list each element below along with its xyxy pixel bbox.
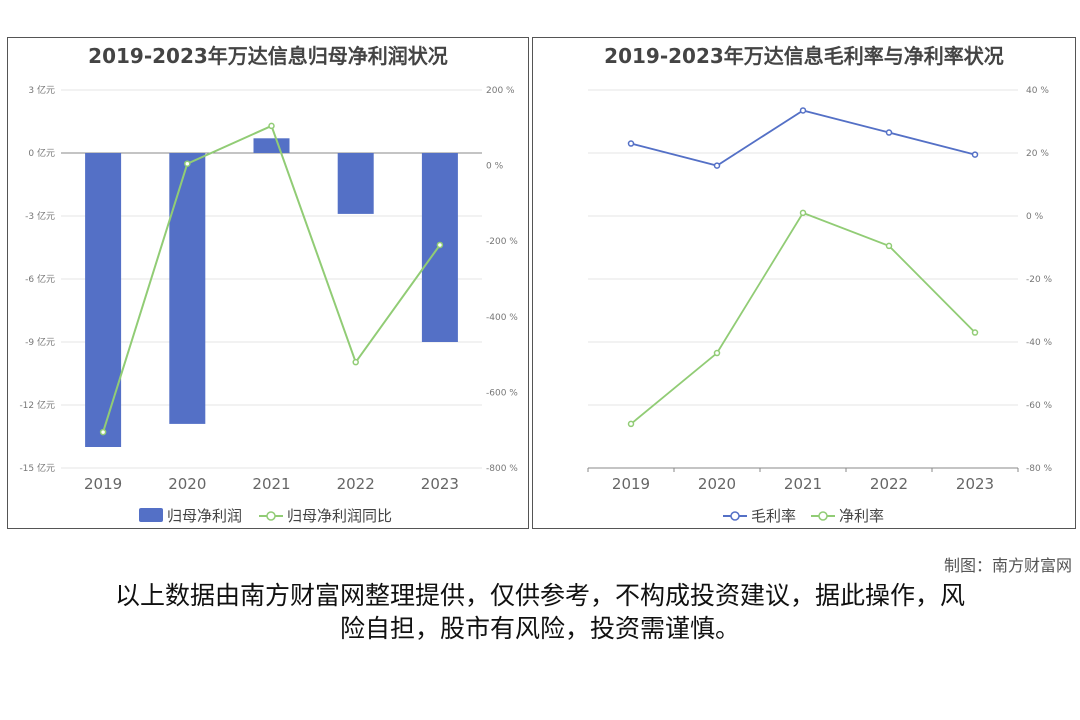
data-point — [713, 349, 721, 357]
right-tick-label: 20 % — [1026, 149, 1049, 159]
left-tick-label: 0 亿元 — [28, 147, 55, 159]
right-tick-label: -40 % — [1026, 338, 1053, 348]
right-tick-label: 40 % — [1026, 86, 1049, 96]
legend-label: 归母净利润 — [167, 507, 242, 525]
legend-marker — [266, 511, 276, 521]
left-tick-label: -3 亿元 — [25, 210, 55, 222]
bar — [253, 138, 290, 153]
data-point — [799, 107, 807, 114]
bar — [337, 153, 374, 214]
data-point — [971, 151, 979, 158]
right-tick-label: -400 % — [486, 313, 518, 323]
disclaimer-line: 以上数据由南方财富网整理提供，仅供参考，不构成投资建议，据此操作，风 — [114, 581, 965, 610]
data-point — [352, 358, 359, 366]
data-point — [799, 209, 807, 217]
right-tick-label: 0 % — [1026, 212, 1044, 222]
data-point — [713, 162, 721, 169]
bar — [169, 153, 206, 424]
data-point — [885, 242, 893, 250]
x-tick-label: 2021 — [252, 475, 290, 493]
data-point — [184, 160, 191, 167]
disclaimer: 以上数据由南方财富网整理提供，仅供参考，不构成投资建议，据此操作，风 险自担，股… — [60, 579, 1020, 645]
x-tick-label: 2022 — [337, 475, 375, 493]
right-tick-label: -600 % — [486, 388, 518, 398]
data-point — [627, 140, 635, 147]
series-line — [630, 211, 976, 425]
data-point — [627, 420, 635, 428]
data-point — [971, 329, 979, 336]
legend-label: 归母净利润同比 — [287, 507, 392, 525]
x-tick-label: 2020 — [698, 475, 736, 493]
left-tick-label: -9 亿元 — [25, 336, 55, 348]
x-tick-label: 2022 — [870, 475, 908, 493]
legend-label: 净利率 — [839, 507, 884, 525]
right-tick-label: -60 % — [1026, 401, 1053, 411]
disclaimer-line: 险自担，股市有风险，投资需谨慎。 — [339, 614, 740, 643]
chart-title: 2019-2023年万达信息归母净利润状况 — [88, 44, 448, 68]
left-tick-label: -6 亿元 — [25, 273, 55, 285]
legend-label: 毛利率 — [751, 507, 796, 525]
margin-chart-panel: 2019-2023年万达信息毛利率与净利率状况 40 % 20 % 0 % -20 %… — [532, 37, 1076, 529]
right-tick-label: -20 % — [1026, 275, 1053, 285]
net-profit-chart-panel: 2019-2023年万达信息归母净利润状况 3 亿元 0 亿元 -3 亿元 -6 亿元… — [7, 37, 529, 529]
right-tick-label: -800 % — [486, 464, 518, 474]
legend-marker — [818, 511, 828, 521]
x-tick-label: 2023 — [956, 475, 994, 493]
net-profit-chart: 3 亿元 0 亿元 -3 亿元 -6 亿元 -9 亿元 -12 亿元 -15 亿元 200 %… — [19, 84, 518, 525]
right-tick-label: 0 % — [486, 162, 504, 172]
x-tick-label: 2020 — [168, 475, 206, 493]
series-line — [630, 109, 976, 167]
x-tick-label: 2019 — [84, 475, 122, 493]
data-point — [268, 122, 275, 130]
chart-title: 2019-2023年万达信息毛利率与净利率状况 — [604, 44, 1004, 68]
right-tick-label: -200 % — [486, 237, 518, 247]
legend-swatch — [139, 508, 163, 522]
x-tick-label: 2019 — [612, 475, 650, 493]
margin-chart: 40 % 20 % 0 % -20 % -40 % -60 % -80 % 2019 2020 2… — [587, 86, 1053, 525]
data-point — [885, 129, 893, 136]
legend-marker — [730, 511, 740, 521]
right-tick-label: 200 % — [486, 86, 515, 96]
left-tick-label: 3 亿元 — [28, 84, 55, 96]
right-tick-label: -80 % — [1026, 464, 1053, 474]
x-tick-label: 2021 — [784, 475, 822, 493]
chart-credit: 制图：南方财富网 — [943, 556, 1072, 575]
x-tick-label: 2023 — [421, 475, 459, 493]
bar — [85, 153, 122, 447]
data-point — [436, 241, 444, 249]
data-point — [99, 428, 107, 436]
left-tick-label: -15 亿元 — [19, 462, 55, 474]
left-tick-label: -12 亿元 — [19, 399, 55, 411]
